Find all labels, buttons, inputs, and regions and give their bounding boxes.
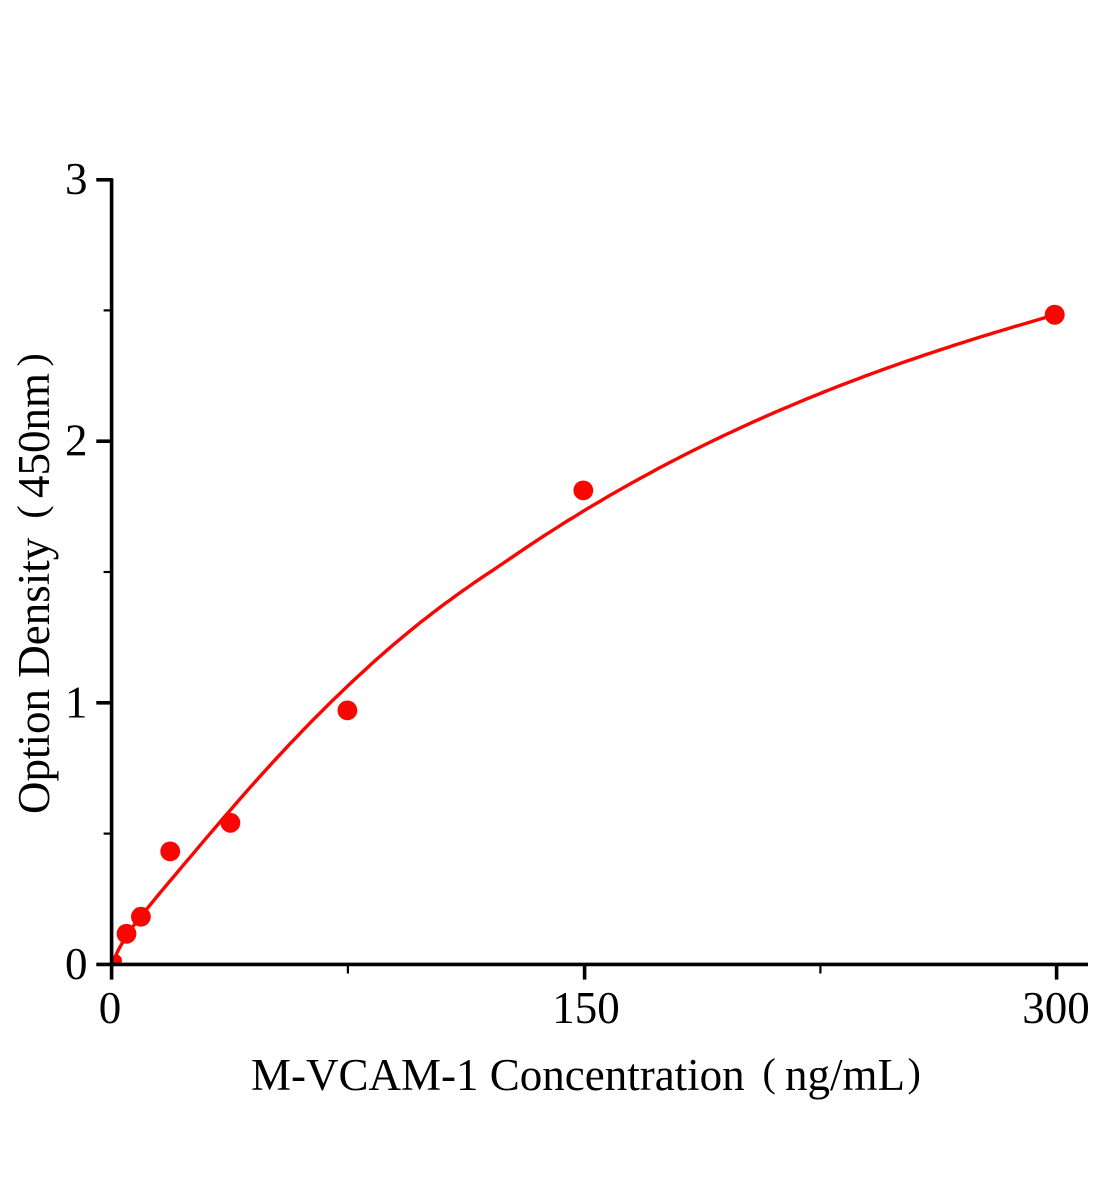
svg-text:1: 1 [65, 677, 88, 727]
svg-text:2: 2 [65, 416, 88, 466]
svg-text:3: 3 [65, 154, 88, 204]
svg-text:450nm: 450nm [9, 373, 59, 498]
svg-text:M-VCAM-1 Concentration: M-VCAM-1 Concentration [251, 1050, 745, 1100]
svg-text:300: 300 [1022, 983, 1090, 1033]
svg-text:(: ( [763, 1050, 776, 1095]
svg-text:(: ( [9, 505, 54, 518]
svg-text:0: 0 [65, 939, 88, 989]
svg-text:150: 150 [552, 983, 620, 1033]
svg-text:Option Density: Option Density [9, 537, 59, 814]
svg-text:ng/mL: ng/mL [785, 1050, 905, 1100]
svg-text:): ) [9, 353, 54, 366]
svg-text:0: 0 [99, 983, 122, 1033]
svg-text:): ) [908, 1050, 921, 1095]
